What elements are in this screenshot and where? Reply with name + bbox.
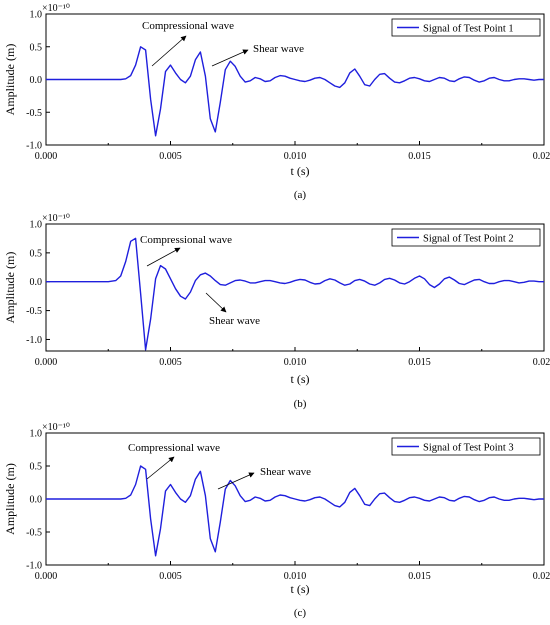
y-axis-label: Amplitude (m) — [3, 252, 17, 324]
y-tick-label: -0.5 — [26, 306, 42, 317]
x-tick-label: 0.000 — [35, 357, 58, 368]
y-tick-label: 0.0 — [30, 495, 43, 506]
series-line — [46, 46, 544, 137]
y-tick-label: 1.0 — [30, 10, 43, 21]
y-tick-label: 0.0 — [30, 75, 43, 86]
y-tick-label: -1.0 — [26, 141, 42, 152]
annotation-arrow — [146, 456, 175, 480]
annotation-text: Shear wave — [260, 466, 311, 478]
x-axis-label: t (s) — [291, 582, 310, 596]
y-exponent-label: ×10⁻¹⁰ — [42, 3, 70, 14]
x-tick-label: 0.010 — [284, 571, 307, 582]
legend-box — [391, 228, 541, 247]
annotation-arrow — [151, 35, 187, 67]
y-axis-label: Amplitude (m) — [3, 463, 17, 535]
x-axis-label: t (s) — [291, 164, 310, 178]
legend-label: Signal of Test Point 3 — [423, 442, 514, 453]
y-tick-label: 0.0 — [30, 277, 43, 288]
annotation-text: Compressional wave — [140, 234, 232, 246]
x-tick-label: 0.000 — [35, 571, 58, 582]
series-line — [46, 465, 544, 557]
x-tick-label: 0.005 — [159, 357, 182, 368]
annotation-text: Shear wave — [209, 315, 260, 327]
y-tick-label: 1.0 — [30, 429, 43, 440]
x-tick-label: 0.015 — [408, 151, 431, 162]
panel-label: (a) — [294, 189, 307, 201]
y-exponent-label: ×10⁻¹⁰ — [42, 213, 70, 224]
x-tick-label: 0.010 — [284, 151, 307, 162]
x-tick-label: 0.010 — [284, 357, 307, 368]
x-tick-label: 0.020 — [533, 571, 550, 582]
y-tick-label: -0.5 — [26, 108, 42, 119]
legend-box — [391, 18, 541, 37]
y-tick-label: 0.5 — [30, 42, 43, 53]
chart-panel-c: 0.000 0.005 0.010 0.015 0.020 -1.0 -0.5 0.0 0.5 1… — [3, 422, 550, 619]
y-tick-label: -0.5 — [26, 528, 42, 539]
y-tick-label: -1.0 — [26, 335, 42, 346]
annotation-arrow — [211, 49, 249, 67]
x-tick-label: 0.005 — [159, 151, 182, 162]
chart-panel-a: 0.000 0.005 0.010 0.015 0.020 -1.0 -0.5 0.0 0.5 1… — [3, 3, 550, 201]
panel-label: (c) — [294, 607, 307, 619]
x-tick-label: 0.005 — [159, 571, 182, 582]
y-axis-label: Amplitude (m) — [3, 44, 17, 116]
y-tick-label: 0.5 — [30, 462, 43, 473]
annotation-text: Compressional wave — [128, 442, 220, 454]
y-tick-label: 1.0 — [30, 220, 43, 231]
x-tick-label: 0.015 — [408, 357, 431, 368]
y-exponent-label: ×10⁻¹⁰ — [42, 422, 70, 433]
legend-label: Signal of Test Point 2 — [423, 233, 514, 244]
legend-box — [391, 437, 541, 456]
x-tick-label: 0.000 — [35, 151, 58, 162]
annotation-arrow — [205, 292, 227, 313]
panel-label: (b) — [294, 398, 307, 410]
x-tick-label: 0.020 — [533, 357, 550, 368]
annotation-arrow — [146, 247, 181, 267]
x-tick-label: 0.020 — [533, 151, 550, 162]
annotation-text: Shear wave — [253, 43, 304, 55]
annotation-text: Compressional wave — [142, 20, 234, 32]
y-tick-label: -1.0 — [26, 561, 42, 572]
series-line — [46, 237, 544, 351]
legend-label: Signal of Test Point 1 — [423, 23, 514, 34]
annotation-arrow — [217, 472, 255, 490]
y-tick-label: 0.5 — [30, 248, 43, 259]
x-axis-label: t (s) — [291, 372, 310, 386]
chart-panel-b: 0.000 0.005 0.010 0.015 0.020 -1.0 -0.5 0.0 0.5 1… — [3, 213, 550, 410]
x-tick-label: 0.015 — [408, 571, 431, 582]
